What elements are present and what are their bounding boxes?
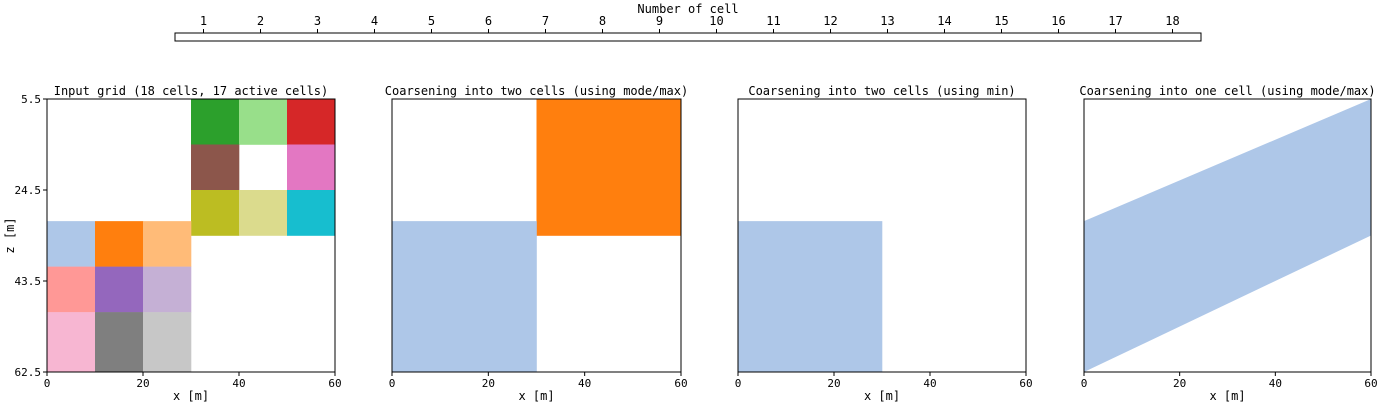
x-axis-label: x [m] [864, 389, 900, 403]
x-tick-label: 20 [1173, 377, 1186, 390]
y-axis-label: z [m] [3, 217, 17, 253]
colorbar-tick-label: 4 [371, 14, 378, 28]
grid-cell-2 [536, 99, 682, 236]
panel-4: Coarsening into one cell (using mode/max… [1079, 84, 1377, 403]
axes-frame [737, 98, 1027, 373]
colorbar-tick-label: 11 [766, 14, 780, 28]
y-tick-label: 43.5 [15, 275, 42, 288]
grid-cell-1 [392, 221, 537, 373]
x-tick-label: 40 [232, 377, 245, 390]
grid-cell-17 [239, 190, 288, 236]
panel-title: Coarsening into two cells (using min) [748, 84, 1015, 98]
panels: Input grid (18 cells, 17 active cells) 0 2… [3, 84, 1378, 403]
panel-2: Coarsening into two cells (using mode/ma… [385, 84, 688, 403]
colorbar-tick-label: 6 [485, 14, 492, 28]
colorbar-tick-label: 2 [257, 14, 264, 28]
panel-1: Input grid (18 cells, 17 active cells) 0 2… [3, 84, 342, 403]
y-tick-label: 5.5 [21, 93, 41, 106]
x-axis-label: x [m] [1209, 389, 1245, 403]
grid-cell-1 [738, 221, 883, 373]
panel-title: Coarsening into one cell (using mode/max… [1079, 84, 1375, 98]
colorbar: Number of cell 1 2 3 4 5 6 7 8 9 10 11 12 13 14 15 16 17… [174, 2, 1202, 42]
x-tick-label: 60 [328, 377, 341, 390]
grid-cell-15 [143, 312, 192, 373]
x-tick-label: 0 [1081, 377, 1088, 390]
y-tick-label: 62.5 [15, 366, 42, 379]
y-tick-label: 24.5 [15, 184, 42, 197]
colorbar-tick-label: 5 [428, 14, 435, 28]
colorbar-tick-label: 9 [656, 14, 663, 28]
grid-cell-5 [239, 99, 288, 145]
x-tick-label: 60 [1019, 377, 1032, 390]
x-tick-label: 40 [923, 377, 936, 390]
axes-frame [1083, 98, 1372, 373]
colorbar-tick-label: 8 [599, 14, 606, 28]
grid-cell-4 [191, 99, 240, 145]
colorbar-tick-label: 14 [937, 14, 951, 28]
grid-cell-8 [95, 266, 144, 313]
x-tick-label: 40 [578, 377, 591, 390]
grid-cell-1 [1084, 99, 1371, 372]
panel-title: Coarsening into two cells (using mode/ma… [385, 84, 688, 98]
grid-cell-7 [47, 266, 96, 313]
grid-cell-13 [47, 312, 96, 373]
grid-cell-6 [287, 99, 336, 145]
colorbar-tick-label: 12 [823, 14, 837, 28]
grid-cell-12 [287, 144, 336, 191]
grid-cell-16 [191, 190, 240, 236]
panel-title: Input grid (18 cells, 17 active cells) [54, 84, 329, 98]
colorbar-tick-label: 16 [1051, 14, 1065, 28]
colorbar-label: Number of cell [637, 2, 738, 16]
colorbar-tick-label: 17 [1108, 14, 1122, 28]
colorbar-tick-label: 18 [1165, 14, 1179, 28]
x-axis-label: x [m] [518, 389, 554, 403]
colorbar-tick-label: 13 [880, 14, 894, 28]
grid-cell-10 [191, 144, 240, 191]
x-tick-label: 20 [136, 377, 149, 390]
colorbar-frame [174, 32, 1202, 42]
x-tick-label: 20 [827, 377, 840, 390]
colorbar-tick-label: 1 [200, 14, 207, 28]
x-tick-label: 0 [389, 377, 396, 390]
axes-frame [46, 98, 336, 373]
grid-cell-1 [47, 221, 96, 267]
x-tick-label: 60 [1364, 377, 1377, 390]
colorbar-tick-label: 10 [709, 14, 723, 28]
grid-cell-3 [143, 221, 192, 267]
colorbar-tick-label: 7 [542, 14, 549, 28]
panel-3: Coarsening into two cells (using min) 0 20… [735, 84, 1033, 403]
x-tick-label: 20 [482, 377, 495, 390]
x-tick-label: 60 [674, 377, 687, 390]
grid-cell-9 [143, 266, 192, 313]
grid-cell-2 [95, 221, 144, 267]
axes-frame [391, 98, 682, 373]
x-axis-label: x [m] [173, 389, 209, 403]
x-tick-label: 40 [1269, 377, 1282, 390]
colorbar-tick-label: 3 [314, 14, 321, 28]
x-tick-label: 0 [44, 377, 51, 390]
colorbar-ticks: 1 2 3 4 5 6 7 8 9 10 11 12 13 14 15 16 17 18 [200, 14, 1180, 33]
grid-cell-18 [287, 190, 336, 236]
x-tick-label: 0 [735, 377, 742, 390]
colorbar-tick-label: 15 [994, 14, 1008, 28]
grid-cell-14 [95, 312, 144, 373]
